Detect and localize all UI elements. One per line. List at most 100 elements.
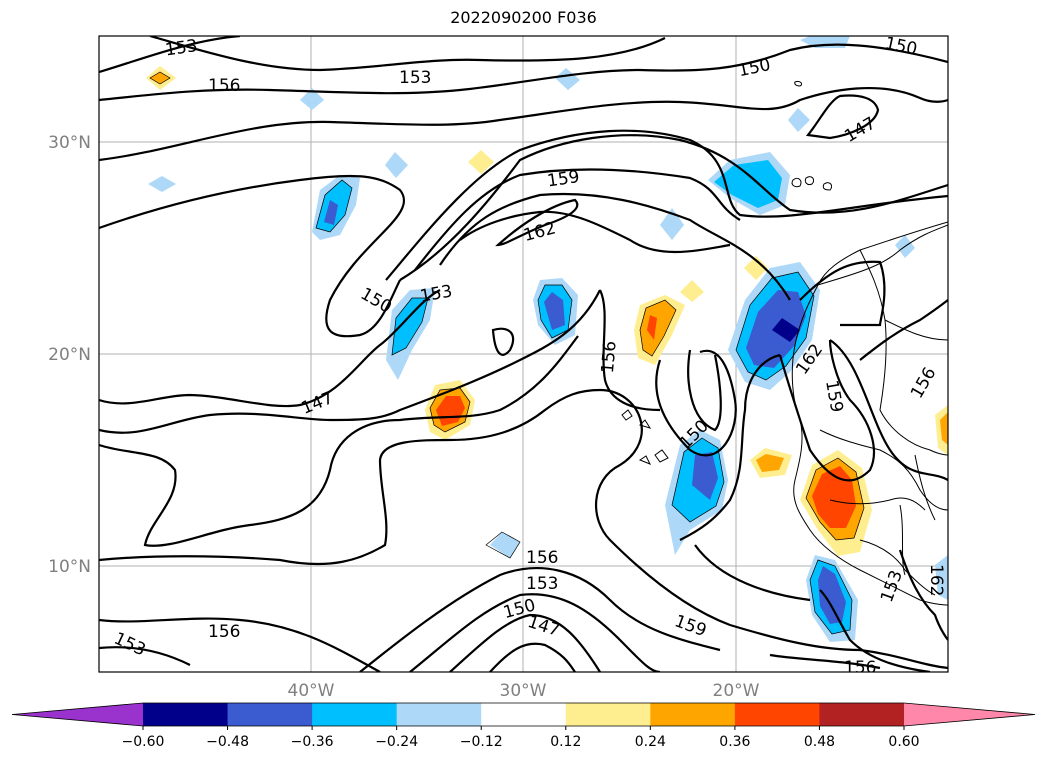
height-contours — [99, 36, 948, 672]
negative-anomaly-patch — [490, 532, 520, 558]
contour-label: 153 — [164, 36, 199, 60]
contour-label: 156 — [208, 76, 240, 96]
colorbar-segment — [650, 703, 736, 726]
colorbar-tick-label: 0.12 — [550, 734, 581, 750]
positive-anomaly-patch — [756, 454, 784, 472]
colorbar-tick-label: −0.12 — [460, 734, 503, 750]
contour-line — [99, 174, 406, 338]
negative-anomaly-patch — [788, 108, 810, 132]
colorbar-segment — [312, 703, 398, 726]
positive-anomaly-patch — [436, 396, 465, 426]
country-border — [914, 454, 936, 521]
contour-line — [149, 36, 666, 72]
contour-line — [99, 388, 601, 566]
negative-anomaly-patch — [935, 555, 948, 600]
island — [791, 177, 802, 188]
island — [638, 455, 652, 465]
positive-anomaly-patch — [640, 300, 676, 356]
colorbar-tick-label: −0.36 — [291, 734, 334, 750]
anomaly-outline — [735, 271, 815, 381]
lat-label-30: 30°N — [48, 133, 91, 153]
anomaly-outline — [149, 71, 171, 85]
positive-anomaly-patch — [647, 315, 657, 340]
contour-label: 159 — [546, 167, 581, 191]
contour-line — [805, 94, 880, 140]
contour-line — [409, 593, 661, 672]
contour-line — [449, 613, 601, 672]
country-border — [819, 429, 948, 511]
contour-line — [459, 210, 731, 254]
lat-labels: 30°N 20°N 10°N — [48, 133, 91, 577]
map-frame — [98, 35, 949, 673]
contour-line — [99, 646, 191, 666]
negative-anomaly-patch — [818, 566, 846, 624]
contour-label: 153 — [526, 574, 558, 594]
contour-line — [489, 642, 576, 672]
colorbar-tick-label: −0.48 — [206, 734, 249, 750]
anomaly-outline — [485, 531, 521, 559]
contour-label: 156 — [208, 622, 240, 642]
contour-line — [414, 168, 741, 271]
contour-line — [99, 86, 948, 162]
anomaly-outline — [315, 179, 353, 233]
contour-label: 156 — [844, 658, 876, 678]
positive-anomaly-patch — [940, 412, 948, 445]
island — [621, 409, 633, 421]
contour-label: 153 — [399, 68, 431, 88]
anomaly-outline — [809, 559, 853, 635]
anomaly-outline — [537, 284, 573, 339]
positive-anomaly-patch — [680, 280, 704, 302]
anomaly-outline — [639, 299, 677, 357]
anomaly-outline — [391, 297, 429, 356]
island — [822, 182, 833, 191]
contour-line — [898, 549, 948, 641]
negative-anomaly-patch — [324, 200, 338, 225]
anomaly-outline — [671, 437, 725, 523]
colorbar-segment — [481, 703, 567, 726]
island — [639, 419, 652, 429]
contour-label: 162 — [926, 564, 946, 596]
contour-line — [99, 43, 948, 102]
colorbar-segment — [227, 703, 313, 726]
map-title: 2022090200 F036 — [450, 8, 597, 27]
colorbar-extend-high — [904, 703, 1035, 726]
contour-line — [655, 349, 737, 457]
contour-line — [99, 36, 241, 74]
contour-line — [399, 134, 948, 281]
coastlines — [621, 81, 948, 606]
contour-line — [99, 335, 579, 547]
country-border — [859, 249, 948, 456]
contour-label: 156 — [598, 340, 621, 374]
colorbar-segment — [819, 703, 905, 726]
colorbar-tick-label: −0.60 — [122, 734, 165, 750]
colorbar-segment — [734, 703, 820, 726]
lat-label-10: 10°N — [48, 557, 91, 577]
contour-line — [439, 192, 791, 301]
colorbar-segment — [143, 703, 229, 726]
colorbar-tick-label: 0.60 — [888, 734, 919, 750]
country-border — [829, 497, 926, 511]
contour-line — [99, 617, 381, 672]
negative-anomaly-patch — [660, 208, 684, 240]
island — [804, 176, 815, 185]
negative-anomaly-patch — [300, 88, 324, 110]
contour-line — [99, 289, 601, 434]
lon-label-30w: 30°W — [500, 681, 547, 701]
contour-line — [495, 198, 579, 247]
colorbar: −0.60 −0.48 −0.36 −0.24 −0.12 0.12 0.24 0.36 0.4… — [11, 702, 1036, 750]
contour-line — [594, 388, 948, 670]
negative-anomaly-patch — [544, 292, 565, 330]
country-border — [899, 504, 906, 576]
contour-line — [769, 653, 881, 670]
contour-line — [99, 289, 441, 408]
negative-anomaly-patch — [692, 452, 718, 500]
contour-line — [687, 349, 722, 432]
contour-line — [679, 353, 781, 541]
contour-line — [491, 327, 515, 356]
contour-label: 150 — [883, 33, 919, 59]
anomaly-outline — [805, 457, 865, 541]
lon-labels: 40°W 30°W 20°W — [288, 681, 760, 701]
island — [794, 81, 803, 87]
lat-label-20: 20°N — [48, 345, 91, 365]
country-border — [817, 224, 948, 286]
